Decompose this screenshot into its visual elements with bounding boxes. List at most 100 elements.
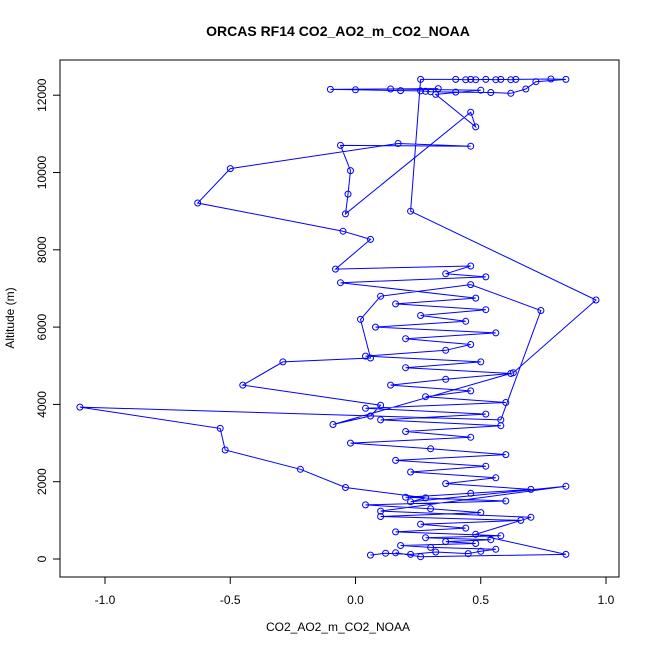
data-point bbox=[487, 536, 495, 544]
data-point bbox=[472, 76, 480, 84]
data-point bbox=[377, 401, 385, 409]
data-point bbox=[487, 89, 495, 96]
data-point bbox=[537, 307, 545, 314]
data-point bbox=[472, 530, 480, 538]
data-point bbox=[427, 543, 435, 551]
x-axis: -1.0 -0.5 0.0 0.5 1.0 bbox=[95, 576, 615, 607]
data-point bbox=[517, 516, 525, 524]
data-point bbox=[362, 404, 369, 412]
data-point bbox=[532, 78, 540, 86]
data-point bbox=[221, 446, 229, 454]
plot-frame bbox=[59, 59, 620, 578]
x-tick-label: -1.0 bbox=[95, 593, 116, 607]
data-point bbox=[464, 550, 472, 558]
data-point bbox=[452, 75, 460, 83]
data-point bbox=[467, 489, 475, 497]
data-point bbox=[442, 346, 450, 354]
data-point bbox=[509, 369, 517, 377]
data-point bbox=[507, 76, 515, 84]
data-point bbox=[239, 381, 247, 389]
data-point bbox=[442, 270, 450, 278]
data-point bbox=[342, 484, 349, 491]
data-point bbox=[477, 358, 485, 366]
y-tick-label: 10000 bbox=[35, 155, 49, 189]
data-point bbox=[472, 123, 480, 131]
data-point bbox=[216, 424, 224, 432]
series-markers bbox=[76, 75, 600, 561]
data-point bbox=[467, 281, 475, 289]
data-point bbox=[512, 75, 520, 83]
data-point bbox=[417, 75, 425, 83]
data-point bbox=[387, 381, 395, 389]
data-point bbox=[342, 210, 349, 218]
data-point bbox=[407, 498, 415, 506]
data-point bbox=[477, 547, 485, 555]
data-point bbox=[387, 85, 395, 93]
data-point bbox=[492, 76, 500, 84]
data-point bbox=[467, 387, 475, 395]
data-point bbox=[482, 273, 490, 281]
data-point bbox=[362, 501, 369, 509]
x-tick-label: 0.5 bbox=[472, 593, 489, 607]
data-point bbox=[427, 445, 435, 453]
chart-title: ORCAS RF14 CO2_AO2_m_CO2_NOAA bbox=[206, 23, 470, 39]
y-axis-label: Altitude (m) bbox=[3, 287, 17, 348]
data-point bbox=[492, 474, 500, 482]
data-point bbox=[377, 416, 385, 424]
data-point bbox=[337, 279, 344, 287]
data-point bbox=[472, 294, 480, 302]
data-point bbox=[492, 545, 500, 553]
data-point bbox=[372, 323, 379, 331]
data-point bbox=[434, 85, 442, 93]
data-point bbox=[442, 538, 450, 546]
data-point bbox=[432, 548, 440, 556]
data-point bbox=[367, 551, 374, 559]
data-point bbox=[442, 375, 450, 383]
data-point bbox=[547, 75, 555, 83]
data-point bbox=[417, 553, 425, 561]
data-point bbox=[344, 190, 352, 198]
data-point bbox=[497, 416, 505, 424]
data-point bbox=[367, 354, 374, 362]
x-tick-label: 1.0 bbox=[598, 593, 615, 607]
data-point bbox=[502, 451, 510, 459]
data-point bbox=[347, 439, 354, 447]
data-point bbox=[422, 393, 430, 401]
data-point bbox=[497, 532, 505, 540]
x-tick-label: 0.0 bbox=[347, 593, 364, 607]
data-point bbox=[402, 364, 410, 372]
data-point bbox=[477, 86, 485, 94]
data-point bbox=[357, 315, 364, 323]
data-point bbox=[467, 433, 475, 441]
data-point bbox=[392, 528, 400, 536]
y-axis: 0 2000 4000 6000 8000 10000 12000 bbox=[35, 78, 61, 562]
data-point bbox=[279, 358, 287, 366]
data-point bbox=[562, 482, 570, 490]
data-point bbox=[397, 87, 405, 95]
data-point bbox=[482, 306, 490, 314]
data-point bbox=[467, 75, 475, 83]
y-tick-label: 12000 bbox=[35, 78, 49, 112]
data-point bbox=[337, 141, 344, 149]
y-tick-label: 2000 bbox=[35, 468, 49, 495]
data-point bbox=[402, 428, 410, 435]
data-point bbox=[407, 468, 415, 476]
data-point bbox=[332, 265, 339, 273]
data-point bbox=[477, 509, 485, 517]
data-point bbox=[467, 142, 475, 150]
data-point bbox=[377, 292, 385, 300]
data-point bbox=[226, 165, 234, 173]
series-line bbox=[79, 78, 597, 558]
x-axis-label: CO2_AO2_m_CO2_NOAA bbox=[266, 620, 410, 634]
data-point bbox=[502, 497, 510, 505]
data-point bbox=[417, 312, 425, 319]
data-point bbox=[296, 465, 304, 473]
data-point bbox=[367, 412, 374, 420]
data-point bbox=[422, 494, 430, 502]
data-point bbox=[377, 507, 385, 515]
data-point bbox=[402, 493, 410, 501]
data-point bbox=[76, 403, 84, 411]
data-point bbox=[417, 87, 425, 95]
data-point bbox=[527, 513, 535, 521]
